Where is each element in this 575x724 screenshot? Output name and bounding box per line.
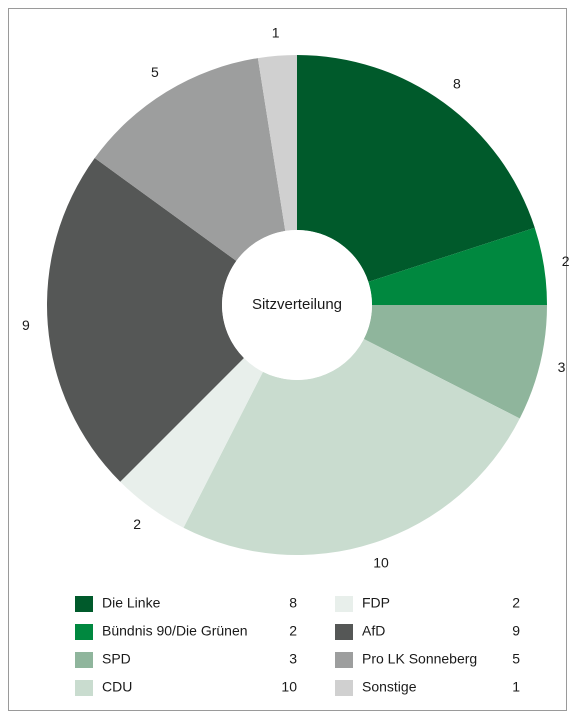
slice	[257, 55, 297, 231]
slice	[363, 305, 547, 419]
slice-label: 2	[133, 516, 141, 532]
slice	[183, 339, 520, 556]
legend-label: Bündnis 90/Die Grünen	[102, 623, 248, 639]
legend-label: FDP	[362, 595, 390, 611]
slice-label: 3	[558, 359, 566, 375]
legend-label: Sonstige	[362, 679, 417, 695]
slice-label: 5	[151, 64, 159, 80]
legend-value: 2	[289, 623, 297, 639]
slice-label: 9	[22, 317, 30, 333]
slice-label: 10	[373, 554, 389, 570]
legend-swatch	[335, 596, 353, 612]
legend-swatch	[335, 652, 353, 668]
slice-label: 1	[272, 25, 280, 41]
legend-label: Pro LK Sonneberg	[362, 651, 477, 667]
legend-value: 8	[289, 595, 297, 611]
legend-swatch	[75, 652, 93, 668]
slice	[46, 158, 244, 482]
donut-hole	[222, 230, 372, 380]
legend-swatch	[335, 680, 353, 696]
legend-value: 9	[512, 623, 520, 639]
legend-value: 3	[289, 651, 297, 667]
slice	[94, 58, 286, 261]
slice-label: 2	[562, 253, 570, 269]
legend-value: 1	[512, 679, 520, 695]
slice	[120, 358, 263, 528]
legend-swatch	[75, 624, 93, 640]
legend-swatch	[75, 596, 93, 612]
legend-value: 2	[512, 595, 520, 611]
slice	[368, 227, 547, 305]
legend-swatch	[75, 680, 93, 696]
legend-label: SPD	[102, 651, 131, 667]
legend-value: 5	[512, 651, 520, 667]
slice-label: 8	[453, 76, 461, 92]
legend-value: 10	[281, 679, 297, 695]
legend-swatch	[335, 624, 353, 640]
slice	[297, 55, 535, 282]
frame	[8, 8, 567, 711]
center-label: Sitzverteilung	[252, 296, 342, 313]
legend-label: AfD	[362, 623, 385, 639]
legend-label: CDU	[102, 679, 132, 695]
legend-label: Die Linke	[102, 595, 161, 611]
